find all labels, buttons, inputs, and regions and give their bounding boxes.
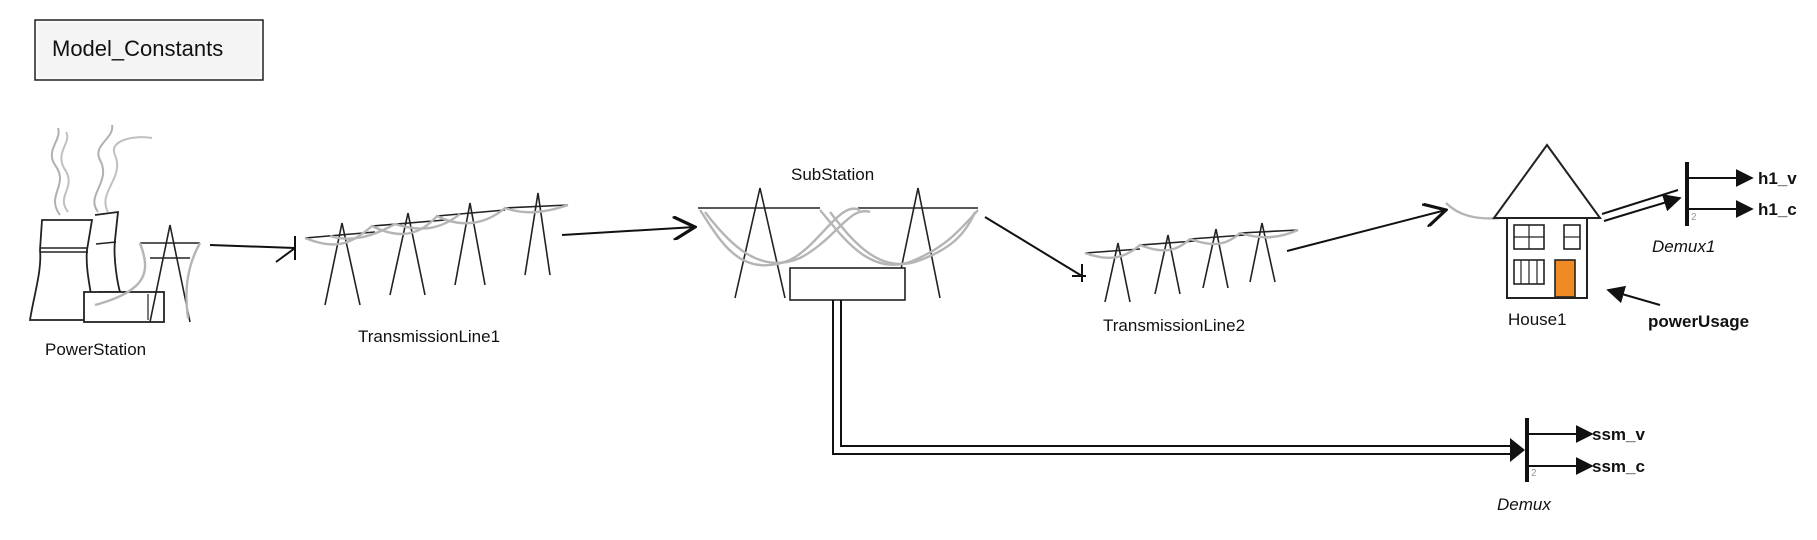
ssm-v-signal[interactable]: ssm_v xyxy=(1529,425,1645,444)
ssm-c-signal[interactable]: ssm_c xyxy=(1529,457,1645,476)
wire-house-to-demux1[interactable] xyxy=(1601,189,1682,222)
h1-v-signal[interactable]: h1_v xyxy=(1689,169,1797,188)
smoke-icon xyxy=(50,124,153,216)
power-usage-signal[interactable]: powerUsage xyxy=(1606,285,1749,331)
model-constants-label: Model_Constants xyxy=(52,36,223,61)
transmission-line-1-block[interactable]: TransmissionLine1 xyxy=(304,192,569,346)
wire-substation-to-line2[interactable] xyxy=(984,216,1086,282)
wire-power-to-line1[interactable] xyxy=(209,236,296,263)
wire-line2-to-house[interactable] xyxy=(1286,210,1446,252)
demux-1-block[interactable]: 2 Demux1 xyxy=(1652,162,1715,256)
sub-station-label: SubStation xyxy=(791,165,874,184)
h1-v-label: h1_v xyxy=(1758,169,1797,188)
house-1-label: House1 xyxy=(1508,310,1567,329)
power-usage-label: powerUsage xyxy=(1648,312,1749,331)
demux-port-count: 2 xyxy=(1531,468,1537,479)
demux-1-port-count: 2 xyxy=(1691,212,1697,223)
house-1-block[interactable]: House1 xyxy=(1445,143,1602,329)
h1-c-label: h1_c xyxy=(1758,200,1797,219)
power-building-icon xyxy=(83,291,165,323)
wire-line1-to-substation[interactable] xyxy=(561,227,695,235)
ssm-v-label: ssm_v xyxy=(1592,425,1645,444)
model-constants-block[interactable]: Model_Constants xyxy=(34,19,264,81)
substation-towers-icon xyxy=(698,187,979,299)
demux-label: Demux xyxy=(1497,495,1551,514)
substation-building-icon xyxy=(789,267,906,301)
demux-1-label: Demux1 xyxy=(1652,237,1715,256)
transmission-towers-2-icon xyxy=(1084,222,1299,303)
house-cable-icon xyxy=(1445,202,1501,220)
h1-c-signal[interactable]: h1_c xyxy=(1689,200,1797,219)
wire-substation-to-demux[interactable] xyxy=(832,300,1525,462)
house-icon xyxy=(1492,143,1602,299)
transmission-line-2-label: TransmissionLine2 xyxy=(1103,316,1245,335)
house-door-icon xyxy=(1554,259,1576,298)
power-station-tower-icon xyxy=(94,224,202,323)
transmission-towers-icon xyxy=(304,192,569,306)
transmission-line-2-block[interactable]: TransmissionLine2 xyxy=(1084,222,1299,335)
transmission-line-1-label: TransmissionLine1 xyxy=(358,327,500,346)
ssm-c-label: ssm_c xyxy=(1592,457,1645,476)
power-station-label: PowerStation xyxy=(45,340,146,359)
demux-block[interactable]: 2 Demux xyxy=(1497,418,1551,514)
power-station-block[interactable]: PowerStation xyxy=(28,124,202,359)
sub-station-block[interactable]: SubStation xyxy=(698,165,979,301)
